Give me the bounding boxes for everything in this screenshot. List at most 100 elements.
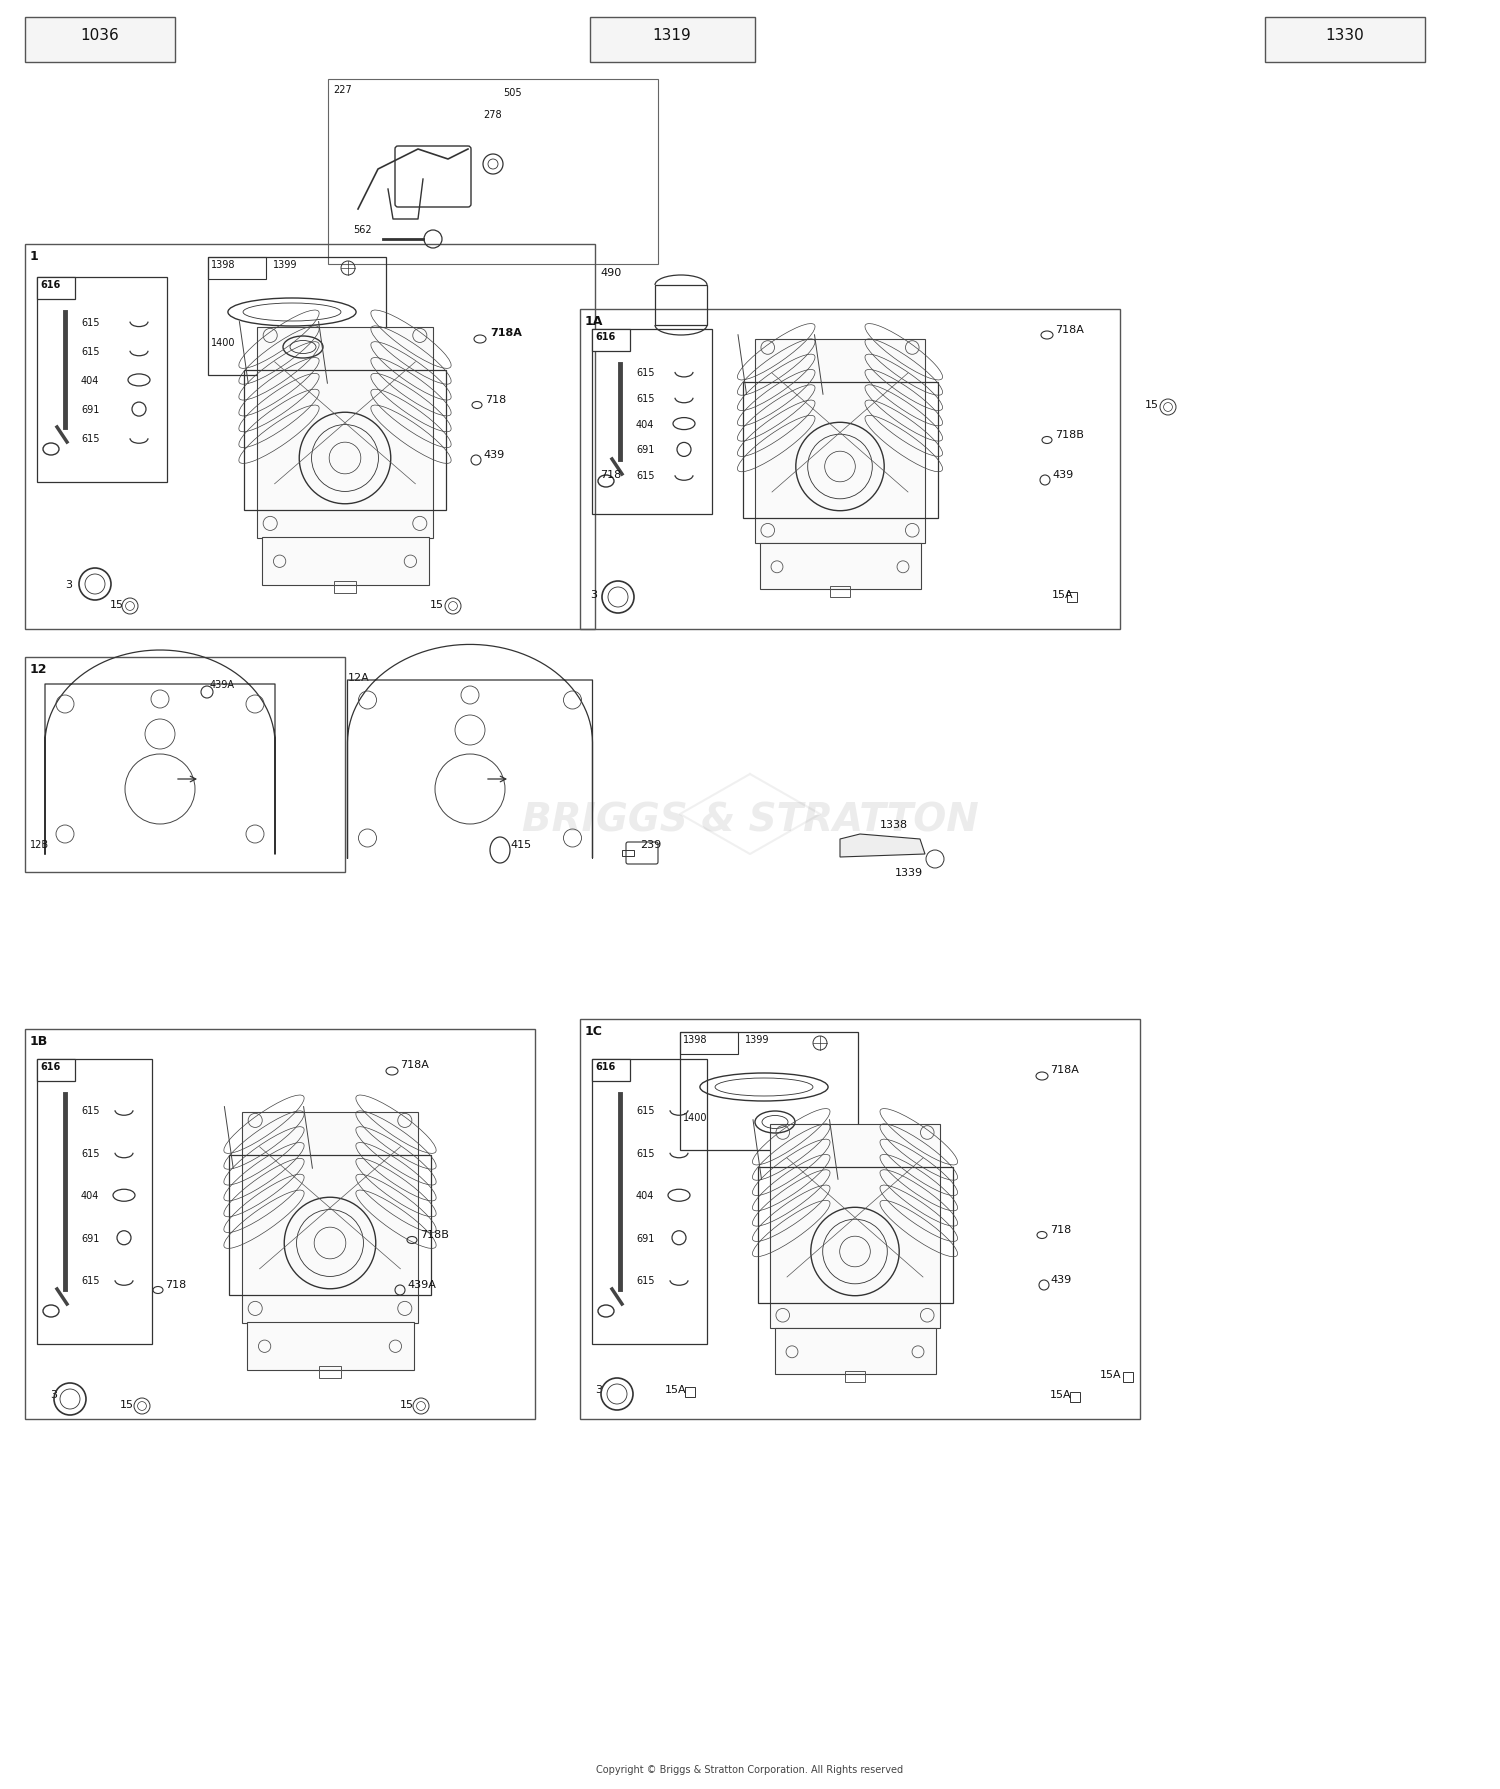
Bar xyxy=(580,309,1120,630)
Text: 1400: 1400 xyxy=(682,1113,708,1122)
Text: 439: 439 xyxy=(483,449,504,460)
Bar xyxy=(742,383,938,519)
Bar xyxy=(592,329,712,515)
Bar xyxy=(680,1032,738,1054)
Bar xyxy=(1124,1372,1132,1383)
Bar xyxy=(760,544,921,590)
Text: 439: 439 xyxy=(1052,471,1072,479)
Text: 691: 691 xyxy=(81,1233,99,1243)
Text: 15: 15 xyxy=(110,599,125,610)
Text: 1A: 1A xyxy=(585,315,603,327)
Text: 718: 718 xyxy=(484,395,506,404)
Text: 718: 718 xyxy=(165,1279,186,1290)
Text: 616: 616 xyxy=(40,1061,60,1072)
Bar xyxy=(26,245,596,630)
Bar xyxy=(262,537,429,585)
Text: Copyright © Briggs & Stratton Corporation. All Rights reserved: Copyright © Briggs & Stratton Corporatio… xyxy=(597,1764,903,1775)
Text: 718A: 718A xyxy=(1050,1064,1078,1075)
Bar xyxy=(580,1020,1140,1419)
Bar xyxy=(830,587,850,598)
Text: 227: 227 xyxy=(333,84,352,95)
Text: 15: 15 xyxy=(430,599,444,610)
Text: 1398: 1398 xyxy=(211,259,236,270)
Text: 615: 615 xyxy=(81,435,99,444)
Text: 239: 239 xyxy=(640,839,662,850)
Text: 439A: 439A xyxy=(210,680,236,689)
Text: 616: 616 xyxy=(596,1061,615,1072)
Bar xyxy=(256,327,433,538)
Text: 718A: 718A xyxy=(400,1059,429,1070)
Text: 691: 691 xyxy=(636,445,654,454)
Text: 1B: 1B xyxy=(30,1034,48,1047)
Bar xyxy=(209,258,266,279)
Text: 718B: 718B xyxy=(1054,429,1084,440)
Text: 1339: 1339 xyxy=(896,868,922,878)
Text: 615: 615 xyxy=(636,471,654,481)
Text: 1400: 1400 xyxy=(211,338,236,347)
Bar xyxy=(754,340,926,544)
Text: 615: 615 xyxy=(636,1106,654,1116)
Bar xyxy=(592,329,630,352)
Text: 562: 562 xyxy=(352,225,372,234)
Bar xyxy=(844,1370,865,1383)
Bar xyxy=(686,1386,694,1397)
Text: 615: 615 xyxy=(636,394,654,404)
Text: 15: 15 xyxy=(400,1399,414,1410)
Text: 616: 616 xyxy=(40,279,60,290)
Text: 616: 616 xyxy=(596,331,615,342)
Text: BRIGGS & STRATTON: BRIGGS & STRATTON xyxy=(522,800,978,839)
Text: 615: 615 xyxy=(636,369,654,377)
Text: 3: 3 xyxy=(590,590,597,599)
Text: 691: 691 xyxy=(636,1233,654,1243)
Text: 3: 3 xyxy=(596,1385,602,1394)
Text: 12B: 12B xyxy=(30,839,50,850)
Polygon shape xyxy=(840,834,926,857)
Text: 3: 3 xyxy=(50,1390,57,1399)
Bar xyxy=(26,18,176,63)
Text: 718A: 718A xyxy=(1054,326,1084,335)
Bar xyxy=(656,286,706,326)
Bar xyxy=(1070,1392,1080,1403)
Bar xyxy=(680,1032,858,1150)
Bar xyxy=(1264,18,1425,63)
Bar xyxy=(592,1059,630,1081)
Bar xyxy=(26,658,345,873)
Text: 615: 615 xyxy=(636,1149,654,1157)
Text: 1398: 1398 xyxy=(682,1034,708,1045)
Text: 415: 415 xyxy=(510,839,531,850)
Text: 439: 439 xyxy=(1050,1274,1071,1285)
Bar xyxy=(26,1029,536,1419)
Bar xyxy=(230,1156,430,1295)
Text: 3: 3 xyxy=(64,580,72,590)
Bar xyxy=(328,81,658,265)
Text: 404: 404 xyxy=(636,419,654,429)
Text: 718A: 718A xyxy=(490,327,522,338)
Text: 615: 615 xyxy=(81,1149,99,1157)
Bar xyxy=(1066,592,1077,603)
Text: 615: 615 xyxy=(81,317,99,327)
Bar xyxy=(622,850,634,857)
Text: 1338: 1338 xyxy=(880,819,908,830)
Text: 615: 615 xyxy=(81,1276,99,1286)
Text: 15A: 15A xyxy=(1100,1369,1122,1379)
Bar xyxy=(758,1166,952,1302)
Text: 404: 404 xyxy=(81,1191,99,1200)
Text: 490: 490 xyxy=(600,268,621,277)
Text: 1: 1 xyxy=(30,250,39,263)
Text: 15A: 15A xyxy=(1052,590,1074,599)
Text: 15: 15 xyxy=(120,1399,134,1410)
Text: 615: 615 xyxy=(81,347,99,356)
Bar xyxy=(592,1059,706,1344)
Bar xyxy=(38,1059,152,1344)
Text: 1319: 1319 xyxy=(652,27,692,43)
Text: 15: 15 xyxy=(1144,399,1160,410)
Text: 1330: 1330 xyxy=(1326,27,1365,43)
Text: 1399: 1399 xyxy=(746,1034,770,1045)
Bar xyxy=(242,1113,418,1322)
Text: 691: 691 xyxy=(81,404,99,415)
Text: 615: 615 xyxy=(81,1106,99,1116)
Text: 404: 404 xyxy=(636,1191,654,1200)
Text: 15A: 15A xyxy=(664,1385,687,1394)
Text: 718: 718 xyxy=(1050,1224,1071,1234)
Bar xyxy=(38,277,75,301)
